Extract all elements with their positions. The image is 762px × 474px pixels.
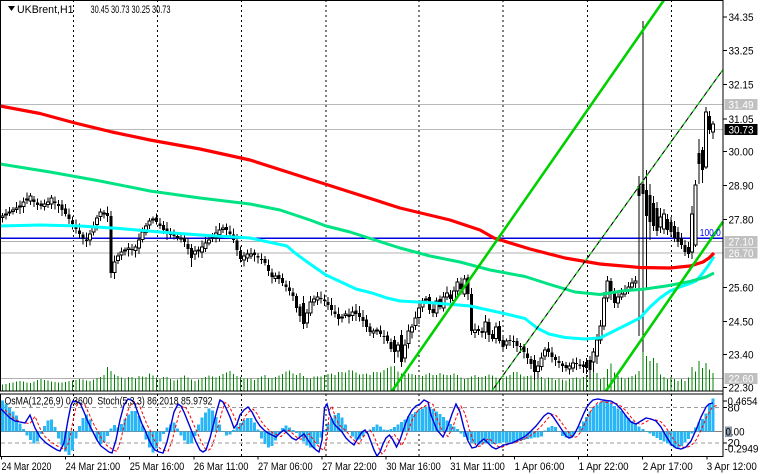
svg-text:30.45 30.73 30.25 30.73: 30.45 30.73 30.25 30.73: [91, 4, 171, 16]
svg-text:25 Mar 16:00: 25 Mar 16:00: [130, 461, 185, 473]
svg-text:34.35: 34.35: [729, 12, 754, 24]
svg-text:30 Mar 16:00: 30 Mar 16:00: [386, 461, 441, 473]
svg-text:26 Mar 11:00: 26 Mar 11:00: [194, 461, 249, 473]
svg-text:27.80: 27.80: [729, 215, 754, 227]
svg-text:22.30: 22.30: [729, 383, 754, 395]
svg-text:0.4654: 0.4654: [728, 396, 758, 408]
svg-text:26.70: 26.70: [729, 248, 754, 260]
svg-text:-0.2949: -0.2949: [725, 444, 759, 456]
svg-text:30.00: 30.00: [729, 147, 754, 159]
svg-text:27 Mar 06:00: 27 Mar 06:00: [258, 461, 313, 473]
svg-text:22.60: 22.60: [729, 374, 754, 386]
svg-text:3 Apr 12:00: 3 Apr 12:00: [707, 461, 757, 473]
svg-text:27.10: 27.10: [729, 236, 754, 248]
svg-text:2 Apr 17:00: 2 Apr 17:00: [643, 461, 693, 473]
svg-text:32.15: 32.15: [729, 80, 754, 92]
svg-text:33.25: 33.25: [729, 46, 754, 58]
svg-text:24 Mar 2020: 24 Mar 2020: [2, 461, 52, 473]
svg-text:31.49: 31.49: [729, 100, 754, 112]
svg-text:30.73: 30.73: [729, 124, 754, 136]
svg-text:20: 20: [728, 438, 740, 450]
svg-text:24 Mar 21:00: 24 Mar 21:00: [66, 461, 121, 473]
svg-text:23.40: 23.40: [729, 350, 754, 362]
svg-text:OsMA(12,26,9) 0.3600 Stoch(5,: OsMA(12,26,9) 0.3600 Stoch(5,3,3) 86.201…: [5, 396, 213, 408]
svg-text:25.60: 25.60: [729, 283, 754, 295]
svg-text:1 Apr 22:00: 1 Apr 22:00: [579, 461, 629, 473]
svg-text:80: 80: [728, 403, 740, 415]
svg-text:24.50: 24.50: [729, 317, 754, 329]
svg-text:27 Mar 22:00: 27 Mar 22:00: [322, 461, 377, 473]
svg-text:31.05: 31.05: [729, 114, 754, 126]
svg-text:UKBrent,H1: UKBrent,H1: [17, 4, 74, 16]
svg-text:31 Mar 11:00: 31 Mar 11:00: [450, 461, 505, 473]
svg-text:28.90: 28.90: [729, 181, 754, 193]
svg-text:1 Apr 06:00: 1 Apr 06:00: [515, 461, 565, 473]
svg-text:100.0: 100.0: [700, 228, 721, 239]
svg-text:0.00: 0.00: [726, 427, 745, 439]
